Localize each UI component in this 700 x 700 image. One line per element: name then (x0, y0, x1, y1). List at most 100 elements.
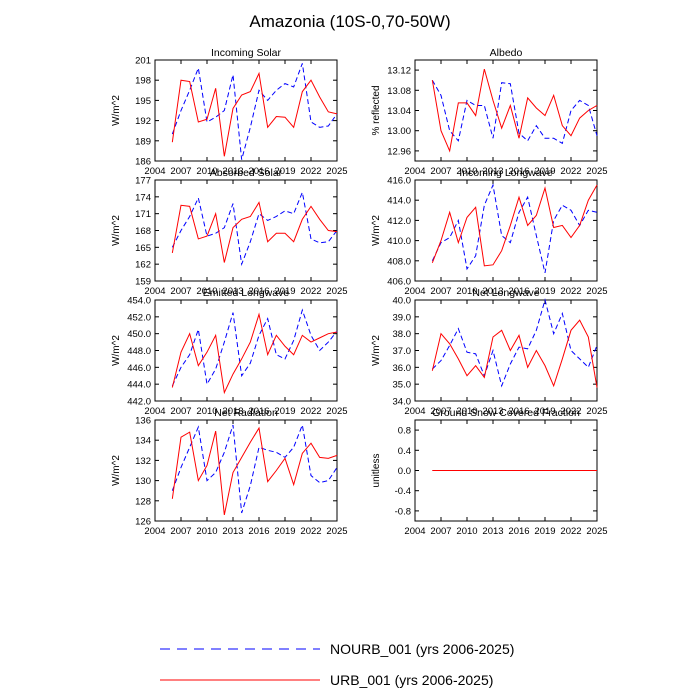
panel-title: Albedo (490, 47, 523, 59)
x-tick-label: 2022 (560, 166, 581, 177)
y-tick-label: 38.0 (393, 329, 412, 340)
x-tick-label: 2004 (144, 526, 165, 537)
x-tick-label: 2025 (586, 286, 607, 297)
series-line-urb-001 (431, 319, 598, 388)
y-tick-label: 37.0 (393, 346, 412, 357)
plot-frame (414, 299, 598, 402)
y-tick-label: 128 (135, 496, 151, 507)
x-tick-label: 2025 (326, 406, 347, 417)
y-tick-label: 189 (135, 136, 151, 147)
x-tick-label: 2019 (534, 166, 555, 177)
x-tick-label: 2004 (404, 286, 425, 297)
x-tick-label: 2010 (456, 166, 477, 177)
y-tick-label: 444.0 (127, 380, 151, 391)
series-line-nourb-001 (171, 423, 338, 514)
x-tick-label: 2007 (170, 286, 191, 297)
y-axis-label: W/m^2 (371, 335, 382, 366)
panel-net-longwave: Net Longwave 2004 2007 2010 2013 2016 2019 2022… (371, 287, 608, 417)
y-tick-label: 165 (135, 243, 151, 254)
y-axis-label: W/m^2 (111, 215, 122, 246)
y-tick-label: 177 (135, 176, 151, 187)
x-tick-label: 2025 (326, 286, 347, 297)
y-axis-label: unitless (371, 454, 382, 488)
panel-ground-snow-covered-fraction: Ground Snow Covered Fraction 2004 2007 2010… (371, 407, 608, 537)
panel-incoming-longwave: Incoming Longwave 2004 2007 2010 2013 2016 201… (371, 167, 608, 297)
x-tick-label: 2013 (482, 166, 503, 177)
y-tick-label: -0.4 (395, 486, 411, 497)
x-tick-label: 2022 (300, 286, 321, 297)
y-tick-label: 13.08 (387, 86, 411, 97)
series-line-urb-001 (171, 71, 338, 157)
panel-emitted-longwave: Emitted Longwave 2004 2007 2010 2013 2016 2019… (111, 287, 348, 417)
x-tick-label: 2025 (326, 526, 347, 537)
x-tick-label: 2022 (300, 406, 321, 417)
y-tick-label: 174 (135, 192, 151, 203)
legend: NOURB_001 (yrs 2006-2025) URB_001 (yrs 2… (160, 641, 514, 688)
x-tick-label: 2013 (222, 286, 243, 297)
panel-albedo: Albedo 2004 2007 2010 2013 2016 2019 2022 2025 12… (371, 47, 608, 177)
x-tick-label: 2019 (274, 166, 295, 177)
y-tick-label: 448.0 (127, 346, 151, 357)
y-tick-label: 171 (135, 209, 151, 220)
x-tick-label: 2010 (196, 526, 217, 537)
y-tick-label: 186 (135, 157, 151, 168)
y-tick-label: 446.0 (127, 363, 151, 374)
x-tick-label: 2016 (248, 286, 269, 297)
panel-title: Incoming Solar (211, 47, 282, 59)
x-tick-label: 2016 (248, 526, 269, 537)
x-tick-label: 2025 (586, 166, 607, 177)
x-tick-label: 2013 (482, 406, 503, 417)
y-tick-label: 195 (135, 96, 151, 107)
plot-frame (414, 179, 598, 282)
y-tick-label: 40.0 (393, 296, 412, 307)
panel-title: Ground Snow Covered Fraction (432, 407, 580, 419)
x-tick-label: 2025 (586, 406, 607, 417)
x-tick-label: 2010 (196, 166, 217, 177)
y-tick-label: 0.8 (398, 426, 411, 437)
series-line-urb-001 (431, 68, 598, 153)
panel-title: Absorbed Solar (210, 167, 283, 179)
x-tick-label: 2025 (586, 526, 607, 537)
y-axis-label: W/m^2 (111, 335, 122, 366)
x-tick-label: 2007 (170, 406, 191, 417)
x-tick-label: 2007 (430, 526, 451, 537)
panel-absorbed-solar: Absorbed Solar 2004 2007 2010 2013 2016 2019 20… (111, 167, 348, 297)
y-tick-label: 13.12 (387, 66, 411, 77)
y-tick-label: 13.00 (387, 126, 411, 137)
x-tick-label: 2004 (404, 406, 425, 417)
y-axis-label: % reflected (371, 85, 382, 135)
series-line-nourb-001 (171, 63, 338, 160)
y-tick-label: 192 (135, 116, 151, 127)
panel-title: Net Longwave (472, 287, 539, 299)
x-tick-label: 2019 (534, 526, 555, 537)
y-tick-label: 35.0 (393, 380, 412, 391)
x-tick-label: 2010 (456, 406, 477, 417)
y-tick-label: 414.0 (387, 196, 411, 207)
y-tick-label: 39.0 (393, 312, 412, 323)
panel-incoming-solar: Incoming Solar 2004 2007 2010 2013 2016 2019 20… (111, 47, 348, 177)
series-line-nourb-001 (431, 298, 598, 388)
panel-net-radiation: Net Radiation 2004 2007 2010 2013 2016 2019 202… (111, 407, 348, 537)
x-tick-label: 2022 (300, 166, 321, 177)
y-tick-label: 454.0 (127, 296, 151, 307)
x-tick-label: 2016 (508, 286, 529, 297)
x-tick-label: 2016 (248, 406, 269, 417)
x-tick-label: 2022 (560, 286, 581, 297)
x-tick-label: 2019 (274, 406, 295, 417)
x-tick-label: 2013 (222, 526, 243, 537)
y-tick-label: 162 (135, 260, 151, 271)
y-axis-label: W/m^2 (371, 215, 382, 246)
panels-group: Incoming Solar 2004 2007 2010 2013 2016 2019 20… (111, 47, 608, 537)
y-tick-label: 201 (135, 56, 151, 67)
y-tick-label: 406.0 (387, 277, 411, 288)
x-tick-label: 2004 (144, 166, 165, 177)
y-tick-label: 416.0 (387, 176, 411, 187)
series-line-urb-001 (171, 426, 338, 516)
series-line-urb-001 (431, 184, 598, 267)
x-tick-label: 2004 (404, 166, 425, 177)
legend-label-urb: URB_001 (yrs 2006-2025) (330, 672, 493, 688)
y-tick-label: 13.04 (387, 106, 411, 117)
plot-frame (414, 59, 598, 162)
x-tick-label: 2016 (248, 166, 269, 177)
